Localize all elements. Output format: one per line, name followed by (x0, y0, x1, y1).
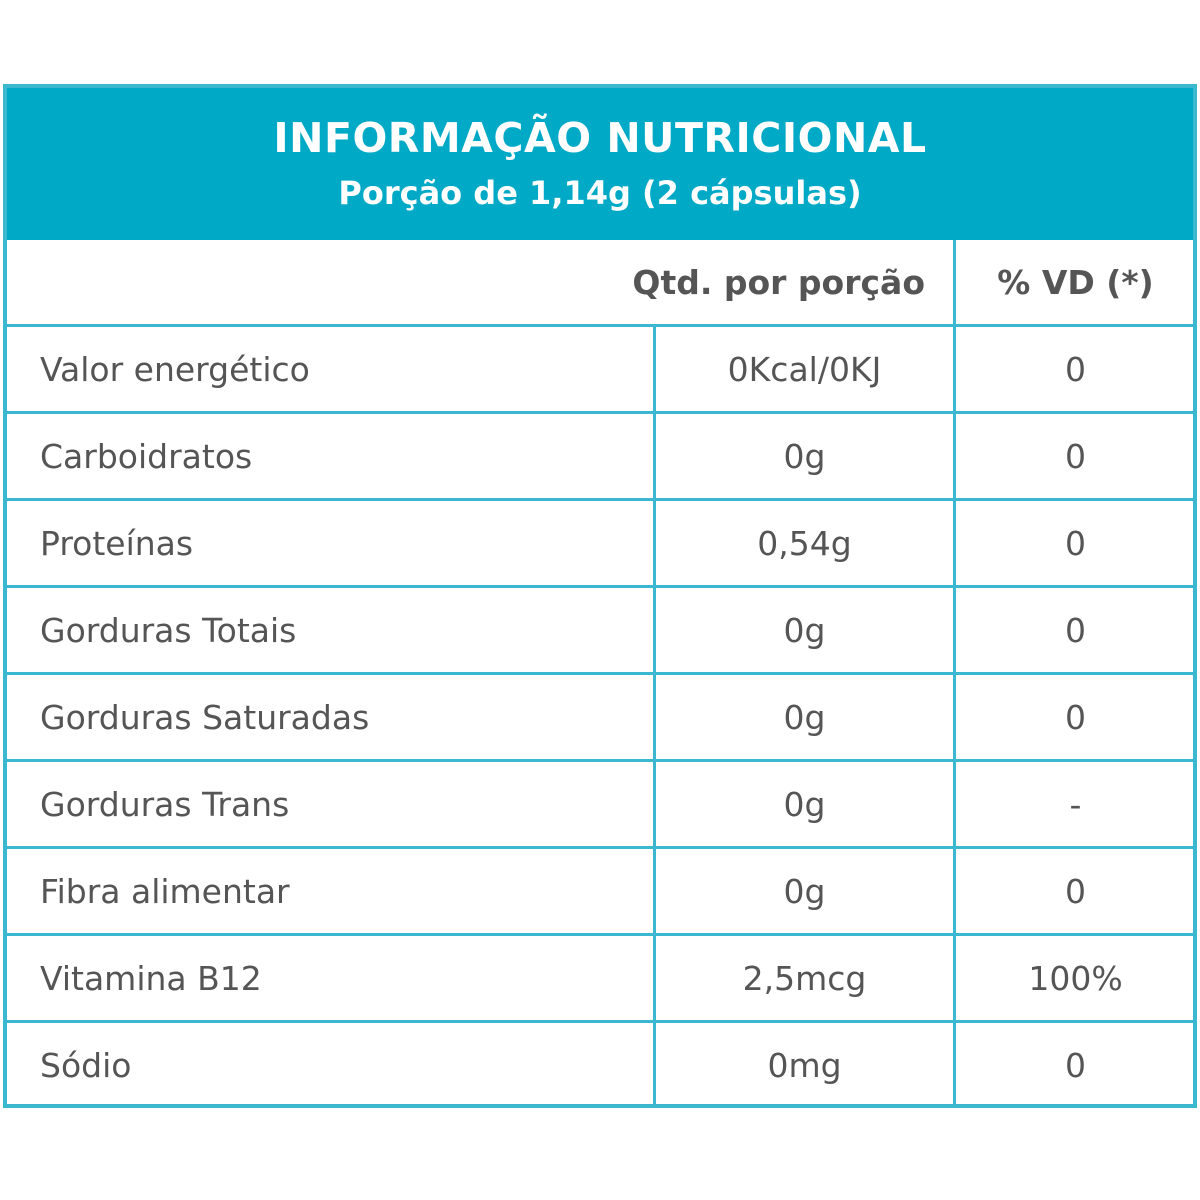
nutrient-qty: 0Kcal/0KJ (653, 327, 953, 411)
serving-size: Porção de 1,14g (2 cápsulas) (338, 174, 862, 212)
nutrition-facts-panel: INFORMAÇÃO NUTRICIONAL Porção de 1,14g (… (3, 84, 1197, 1108)
nutrient-name: Gorduras Saturadas (40, 697, 370, 737)
nutrient-name: Vitamina B12 (40, 958, 262, 998)
nutrient-name: Sódio (40, 1045, 132, 1085)
nutrient-name: Fibra alimentar (40, 871, 290, 911)
nutrient-qty: 2,5mcg (653, 936, 953, 1020)
nutrient-qty: 0g (653, 849, 953, 933)
table-row: Valor energético 0Kcal/0KJ 0 (7, 324, 1193, 411)
nutrient-qty: 0g (653, 675, 953, 759)
nutrient-vd: 0 (953, 675, 1195, 759)
nutrient-qty: 0mg (653, 1023, 953, 1107)
nutrient-name: Carboidratos (40, 436, 253, 476)
table-header-row: Qtd. por porção % VD (*) (7, 240, 1193, 324)
nutrition-header: INFORMAÇÃO NUTRICIONAL Porção de 1,14g (… (7, 88, 1193, 240)
column-header-qty: Qtd. por porção (632, 262, 925, 302)
nutrient-vd: 0 (953, 327, 1195, 411)
nutrient-name: Gorduras Trans (40, 784, 290, 824)
nutrient-qty: 0g (653, 762, 953, 846)
table-row: Vitamina B12 2,5mcg 100% (7, 933, 1193, 1020)
table-row: Gorduras Totais 0g 0 (7, 585, 1193, 672)
nutrient-vd: 100% (953, 936, 1195, 1020)
nutrient-vd: 0 (953, 588, 1195, 672)
column-header-vd: % VD (*) (953, 240, 1195, 324)
nutrient-name: Proteínas (40, 523, 194, 563)
nutrient-qty: 0,54g (653, 501, 953, 585)
nutrient-name: Valor energético (40, 349, 310, 389)
nutrient-vd: 0 (953, 1023, 1195, 1107)
nutrient-vd: 0 (953, 501, 1195, 585)
table-row: Gorduras Saturadas 0g 0 (7, 672, 1193, 759)
nutrition-title: INFORMAÇÃO NUTRICIONAL (273, 114, 927, 162)
nutrient-vd: - (953, 762, 1195, 846)
nutrition-table: Qtd. por porção % VD (*) Valor energétic… (7, 240, 1193, 1107)
nutrient-qty: 0g (653, 588, 953, 672)
nutrient-vd: 0 (953, 849, 1195, 933)
nutrient-vd: 0 (953, 414, 1195, 498)
table-row: Gorduras Trans 0g - (7, 759, 1193, 846)
table-row: Sódio 0mg 0 (7, 1020, 1193, 1107)
nutrient-name: Gorduras Totais (40, 610, 297, 650)
nutrient-qty: 0g (653, 414, 953, 498)
table-row: Proteínas 0,54g 0 (7, 498, 1193, 585)
table-row: Carboidratos 0g 0 (7, 411, 1193, 498)
table-row: Fibra alimentar 0g 0 (7, 846, 1193, 933)
